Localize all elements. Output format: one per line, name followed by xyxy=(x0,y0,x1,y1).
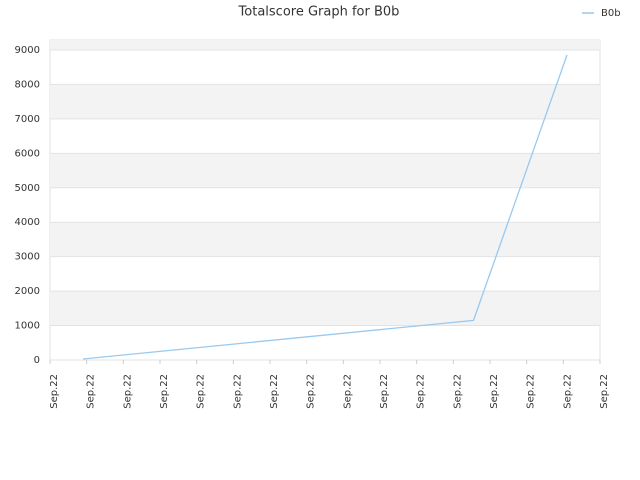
x-tick-label: Sep.22 xyxy=(599,374,610,409)
x-tick-label: Sep.22 xyxy=(196,374,207,409)
y-tick-label: 1000 xyxy=(15,321,40,332)
y-tick-label: 4000 xyxy=(15,217,40,228)
y-tick-label: 0 xyxy=(34,355,40,366)
grid-band xyxy=(50,222,600,257)
x-tick-label: Sep.22 xyxy=(122,374,133,409)
x-tick-label: Sep.22 xyxy=(232,374,243,409)
x-tick-label: Sep.22 xyxy=(159,374,170,409)
x-tick-label: Sep.22 xyxy=(306,374,317,409)
y-tick-label: 5000 xyxy=(15,183,40,194)
grid-band xyxy=(50,153,600,188)
grid-band xyxy=(50,291,600,326)
grid-band xyxy=(50,84,600,119)
x-tick-label: Sep.22 xyxy=(269,374,280,409)
legend-label: B0b xyxy=(601,8,621,19)
y-tick-label: 6000 xyxy=(15,148,40,159)
x-tick-label: Sep.22 xyxy=(489,374,500,409)
line xyxy=(82,54,568,360)
y-tick-label: 3000 xyxy=(15,252,40,263)
x-tick-label: Sep.22 xyxy=(452,374,463,409)
chart-title: Totalscore Graph for B0b xyxy=(238,5,400,20)
x-tick-label: Sep.22 xyxy=(562,374,573,409)
y-tick-label: 9000 xyxy=(15,45,40,56)
x-tick-label: Sep.22 xyxy=(86,374,97,409)
x-tick-label: Sep.22 xyxy=(526,374,537,409)
grid-band xyxy=(50,40,600,50)
x-tick-label: Sep.22 xyxy=(379,374,390,409)
x-tick-label: Sep.22 xyxy=(342,374,353,409)
x-tick-label: Sep.22 xyxy=(49,374,60,409)
y-tick-label: 8000 xyxy=(15,79,40,90)
y-tick-label: 2000 xyxy=(15,286,40,297)
y-tick-label: 7000 xyxy=(15,114,40,125)
x-tick-label: Sep.22 xyxy=(416,374,427,409)
